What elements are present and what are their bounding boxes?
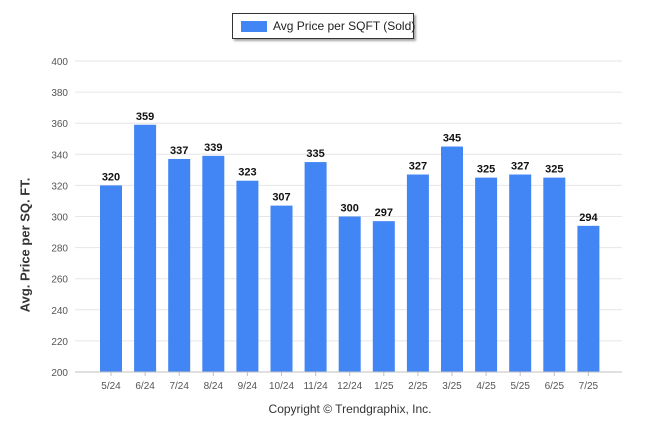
y-tick-label: 240 (51, 306, 68, 317)
legend-swatch (241, 21, 267, 32)
y-tick-label: 260 (51, 275, 68, 286)
legend-label: Avg Price per SQFT (Sold) (273, 19, 416, 33)
bars (100, 124, 600, 372)
bar (134, 124, 157, 372)
bar (236, 180, 259, 372)
bar (475, 177, 498, 372)
x-axis: 5/24 6/24 7/24 8/24 9/24 10/24 11/24 12/24 1/25 2… (75, 371, 622, 392)
bar (304, 162, 327, 372)
y-tick-label: 300 (51, 213, 68, 224)
copyright-text: Copyright © Trendgraphix, Inc. (268, 402, 432, 416)
data-label: 300 (341, 203, 359, 215)
x-tick-label: 3/25 (442, 381, 462, 392)
y-axis-title: Avg. Price per SQ. FT. (17, 177, 33, 313)
bar (372, 221, 395, 372)
data-label: 337 (170, 145, 188, 157)
x-tick-label: 7/24 (169, 381, 189, 392)
legend: Avg Price per SQFT (Sold) (232, 13, 416, 39)
x-tick-label: 6/24 (135, 381, 155, 392)
x-tick-label: 5/24 (101, 381, 121, 392)
bar (168, 158, 191, 372)
bar (202, 155, 225, 372)
data-label: 323 (238, 167, 256, 179)
x-tick-label: 10/24 (269, 381, 294, 392)
data-label: 327 (409, 161, 427, 173)
y-tick-label: 400 (51, 57, 68, 68)
x-tick-label: 2/25 (408, 381, 428, 392)
x-tick-label: 5/25 (510, 381, 530, 392)
x-tick-label: 9/24 (238, 381, 258, 392)
data-label: 327 (511, 161, 529, 173)
bar (406, 174, 429, 372)
bar (577, 225, 600, 372)
bar (509, 174, 532, 372)
x-tick-label: 1/25 (374, 381, 394, 392)
bar (270, 205, 293, 372)
x-tick-label: 4/25 (476, 381, 496, 392)
y-axis-title-container: Avg. Price per SQ. FT. (10, 175, 40, 315)
data-label: 297 (375, 207, 393, 219)
data-label: 307 (272, 192, 290, 204)
y-tick-label: 220 (51, 337, 68, 348)
data-label: 359 (136, 111, 154, 123)
x-tick-label: 8/24 (204, 381, 224, 392)
y-tick-label: 320 (51, 181, 68, 192)
data-label: 294 (579, 212, 598, 224)
data-labels: 320 359 337 339 323 307 335 300 297 327 345 325 327 3… (102, 111, 599, 224)
data-label: 325 (545, 164, 563, 176)
bar (441, 146, 463, 372)
x-tick-label: 6/25 (545, 381, 565, 392)
data-label: 339 (204, 142, 222, 154)
bar (543, 177, 566, 372)
data-label: 320 (102, 171, 120, 183)
x-tick-label: 7/25 (579, 381, 599, 392)
data-label: 325 (477, 164, 495, 176)
data-label: 345 (443, 133, 461, 145)
y-tick-label: 280 (51, 244, 68, 255)
y-tick-label: 380 (51, 88, 68, 99)
y-tick-label: 340 (51, 150, 68, 161)
y-tick-label: 200 (51, 368, 68, 379)
y-axis-ticks: 200 220 240 260 280 300 320 340 360 380 400 (51, 57, 68, 379)
data-label: 335 (306, 148, 324, 160)
y-tick-label: 360 (51, 119, 68, 130)
bar (338, 216, 361, 372)
bar (100, 185, 122, 372)
x-tick-label: 12/24 (337, 381, 362, 392)
x-tick-label: 11/24 (303, 381, 328, 392)
